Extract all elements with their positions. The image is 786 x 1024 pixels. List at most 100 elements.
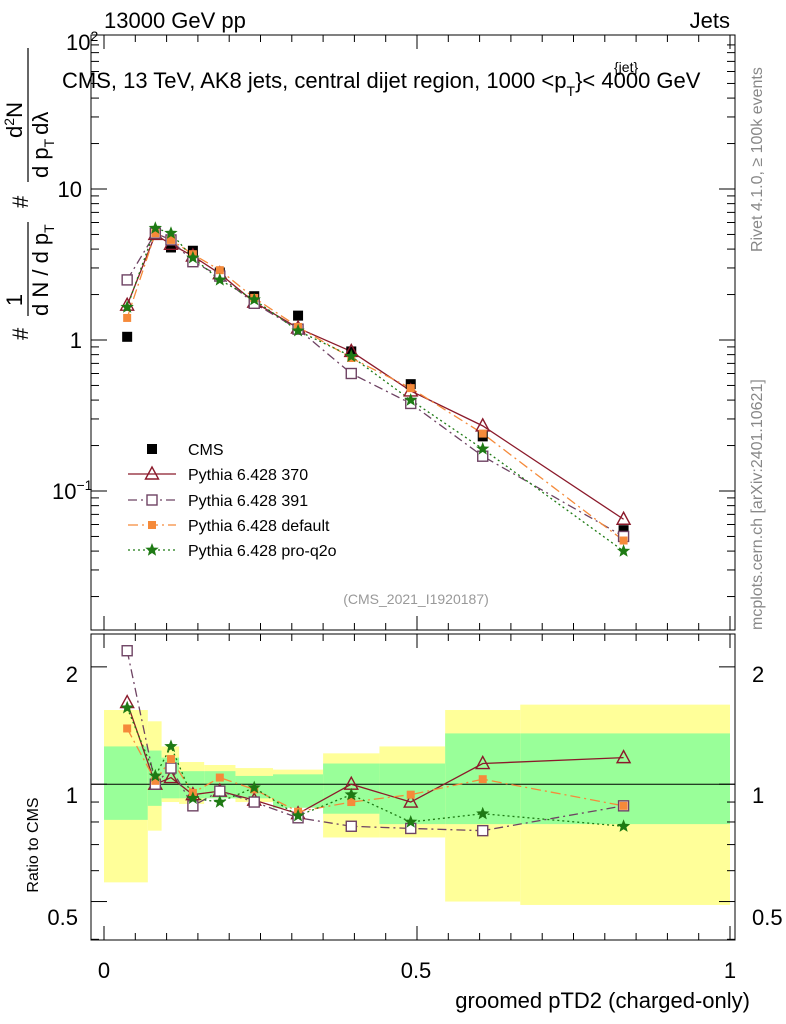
point-ratio-pythia-6-428-pro-q2o-7 bbox=[344, 787, 358, 801]
svg-text:d N / d pT: d N / d pT bbox=[28, 224, 57, 316]
point-ratio-pythia-6-428-pro-q2o-0 bbox=[120, 700, 134, 714]
y-axis-label-bottom: Ratio to CMS bbox=[25, 797, 42, 892]
side-text-top: Rivet 4.1.0, ≥ 100k events bbox=[749, 67, 766, 252]
point-ratio-pythia-6-428-pro-q2o-10 bbox=[616, 819, 631, 832]
point-top-pythia-6-428-pro-q2o-0 bbox=[120, 300, 134, 313]
header-right: Jets bbox=[690, 8, 730, 33]
legend-marker-pythia-6-428-pro-q2o bbox=[145, 543, 159, 556]
plot-frames bbox=[90, 34, 736, 941]
point-ratio-pythia-6-428-pro-q2o-3 bbox=[186, 791, 200, 804]
series-markers bbox=[119, 221, 632, 837]
legend-marker-pythia-6-428-default bbox=[148, 521, 156, 529]
ytick-100: 102 bbox=[66, 28, 98, 55]
point-top-pythia-6-428-pro-q2o-3 bbox=[186, 250, 200, 264]
ylab-num: d bbox=[2, 126, 27, 138]
rtick-right-0.5: 0.5 bbox=[752, 905, 783, 930]
point-ratio-pythia-6-428-pro-q2o-4 bbox=[213, 795, 227, 808]
point-top-cms-0 bbox=[122, 331, 133, 342]
point-top-pythia-6-428-pro-q2o-7 bbox=[344, 349, 358, 362]
plot-title: CMS, 13 TeV, AK8 jets, central dijet reg… bbox=[62, 68, 701, 99]
point-ratio-pythia-6-428-391-0 bbox=[121, 645, 133, 657]
point-ratio-pythia-6-428-pro-q2o-2 bbox=[164, 739, 178, 753]
x-axis-label: groomed pTD2 (charged-only) bbox=[455, 988, 750, 1013]
rtick-2: 2 bbox=[66, 662, 78, 687]
point-top-pythia-6-428-default-10 bbox=[619, 536, 628, 545]
point-ratio-pythia-6-428-default-8 bbox=[406, 790, 415, 799]
band-green-6 bbox=[273, 774, 324, 808]
point-ratio-pythia-6-428-pro-q2o-1 bbox=[148, 768, 162, 782]
ytick-0.1: 10−1 bbox=[52, 477, 93, 504]
point-ratio-pythia-6-428-391-4 bbox=[214, 785, 226, 797]
legend-marker-cms bbox=[147, 444, 157, 454]
watermark: (CMS_2021_I1920187) bbox=[343, 591, 489, 607]
point-top-cms-10 bbox=[618, 525, 629, 536]
point-top-pythia-6-428-370-10 bbox=[615, 510, 632, 525]
point-top-pythia-6-428-pro-q2o-4 bbox=[213, 272, 227, 286]
svg-text:#: # bbox=[8, 195, 33, 208]
point-ratio-pythia-6-428-370-2 bbox=[163, 769, 179, 784]
ylab-num2: N bbox=[2, 102, 27, 118]
point-top-pythia-6-428-391-0 bbox=[121, 274, 133, 286]
plot-title-main: CMS, 13 TeV, AK8 jets, central dijet reg… bbox=[62, 68, 567, 93]
point-ratio-pythia-6-428-default-7 bbox=[347, 798, 356, 807]
ylab-frac-den-sub: T bbox=[41, 224, 57, 233]
point-ratio-pythia-6-428-391-7 bbox=[345, 820, 357, 832]
ylab-frac-den: d N / d p bbox=[28, 233, 53, 316]
point-ratio-pythia-6-428-391-2 bbox=[165, 762, 177, 774]
header-left: 13000 GeV pp bbox=[104, 8, 246, 33]
ylab-den2: dλ bbox=[28, 112, 53, 135]
point-top-pythia-6-428-default-8 bbox=[406, 384, 415, 393]
point-top-cms-6 bbox=[293, 310, 304, 321]
point-ratio-pythia-6-428-370-8 bbox=[403, 793, 419, 808]
point-top-pythia-6-428-default-4 bbox=[215, 266, 224, 275]
ylab-num-sup: 2 bbox=[1, 118, 17, 126]
point-ratio-pythia-6-428-pro-q2o-6 bbox=[291, 808, 305, 822]
point-top-pythia-6-428-default-2 bbox=[166, 235, 175, 244]
rtick-right-2: 2 bbox=[752, 662, 764, 687]
ylab-hash2: # bbox=[8, 195, 33, 208]
point-ratio-pythia-6-428-pro-q2o-9 bbox=[476, 806, 490, 820]
line-top-pythia-6-428-391 bbox=[126, 232, 624, 538]
ylab-hash1: # bbox=[8, 327, 33, 340]
y-axis-label-top: # 1 d N / d pT # d2N d pTdλ bbox=[1, 48, 57, 340]
rtick-right-1: 1 bbox=[752, 783, 764, 808]
point-ratio-pythia-6-428-pro-q2o-5 bbox=[247, 780, 261, 794]
point-ratio-pythia-6-428-default-1 bbox=[151, 776, 160, 785]
legend-marker-pythia-6-428-370 bbox=[144, 465, 160, 480]
svg-text:d pTdλ: d pTdλ bbox=[28, 112, 57, 178]
ytick-10: 10 bbox=[58, 177, 82, 202]
point-top-pythia-6-428-default-0 bbox=[123, 313, 132, 322]
point-ratio-pythia-6-428-default-2 bbox=[166, 755, 175, 764]
plot-title-sup: {jet} bbox=[614, 59, 638, 75]
bottom-frame bbox=[90, 633, 736, 941]
plot-title-sub: T bbox=[567, 83, 576, 99]
point-top-pythia-6-428-pro-q2o-6 bbox=[291, 323, 305, 337]
point-ratio-pythia-6-428-default-10 bbox=[619, 801, 628, 810]
legend-label-proq2o: Pythia 6.428 pro-q2o bbox=[188, 543, 337, 560]
point-ratio-pythia-6-428-370-10 bbox=[615, 749, 632, 764]
legend-marker-pythia-6-428-391 bbox=[146, 494, 158, 506]
legend: CMS Pythia 6.428 370 Pythia 6.428 391 Py… bbox=[128, 442, 337, 560]
point-ratio-pythia-6-428-default-9 bbox=[478, 775, 487, 784]
svg-text:#: # bbox=[8, 327, 33, 340]
legend-label-391: Pythia 6.428 391 bbox=[188, 493, 308, 510]
line-ratio-pythia-6-428-default bbox=[126, 728, 624, 813]
point-top-pythia-6-428-pro-q2o-5 bbox=[247, 292, 261, 306]
axis-ticks bbox=[91, 35, 735, 940]
point-top-pythia-6-428-default-1 bbox=[151, 229, 160, 238]
svg-text:1: 1 bbox=[2, 294, 27, 306]
xtick-0: 0 bbox=[98, 958, 110, 983]
point-top-pythia-6-428-pro-q2o-9 bbox=[476, 441, 490, 455]
ylab-one: 1 bbox=[2, 294, 27, 306]
ylab-den: d p bbox=[28, 147, 53, 178]
legend-label-default: Pythia 6.428 default bbox=[188, 518, 330, 535]
ylab-den-sub: T bbox=[41, 138, 57, 147]
point-ratio-pythia-6-428-370-9 bbox=[475, 755, 491, 770]
band-green-0 bbox=[104, 746, 148, 820]
plot-title-end: }< 4000 GeV bbox=[575, 68, 701, 93]
ytick-1: 1 bbox=[70, 328, 82, 353]
point-top-cms-2 bbox=[165, 242, 176, 253]
side-text-bottom: mcplots.cern.ch [arXiv:2401.10621] bbox=[749, 379, 766, 630]
xtick-0.5: 0.5 bbox=[401, 958, 432, 983]
